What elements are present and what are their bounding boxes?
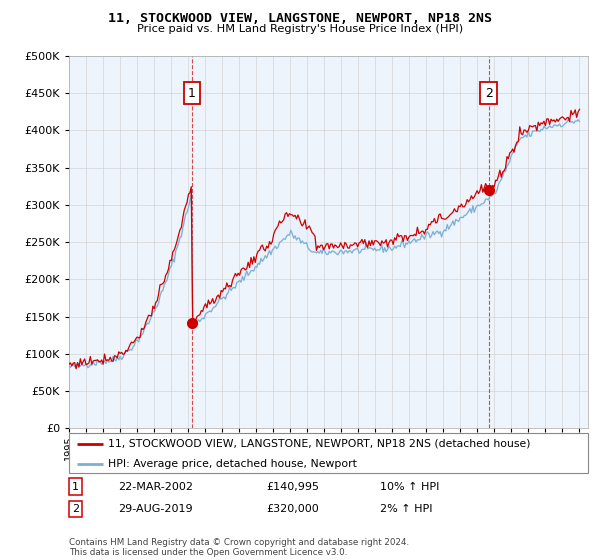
- Text: Contains HM Land Registry data © Crown copyright and database right 2024.
This d: Contains HM Land Registry data © Crown c…: [69, 538, 409, 557]
- Text: 29-AUG-2019: 29-AUG-2019: [118, 504, 193, 514]
- Text: 11, STOCKWOOD VIEW, LANGSTONE, NEWPORT, NP18 2NS: 11, STOCKWOOD VIEW, LANGSTONE, NEWPORT, …: [108, 12, 492, 25]
- Text: £140,995: £140,995: [266, 482, 319, 492]
- Text: 2: 2: [71, 504, 79, 514]
- Text: Price paid vs. HM Land Registry's House Price Index (HPI): Price paid vs. HM Land Registry's House …: [137, 24, 463, 34]
- Text: 2: 2: [485, 87, 493, 100]
- Text: £320,000: £320,000: [266, 504, 319, 514]
- FancyBboxPatch shape: [69, 433, 588, 473]
- Text: 11, STOCKWOOD VIEW, LANGSTONE, NEWPORT, NP18 2NS (detached house): 11, STOCKWOOD VIEW, LANGSTONE, NEWPORT, …: [108, 439, 530, 449]
- Text: 1: 1: [188, 87, 196, 100]
- Text: 2% ↑ HPI: 2% ↑ HPI: [380, 504, 433, 514]
- Text: 22-MAR-2002: 22-MAR-2002: [118, 482, 193, 492]
- Text: 1: 1: [72, 482, 79, 492]
- Text: HPI: Average price, detached house, Newport: HPI: Average price, detached house, Newp…: [108, 459, 357, 469]
- Text: 10% ↑ HPI: 10% ↑ HPI: [380, 482, 440, 492]
